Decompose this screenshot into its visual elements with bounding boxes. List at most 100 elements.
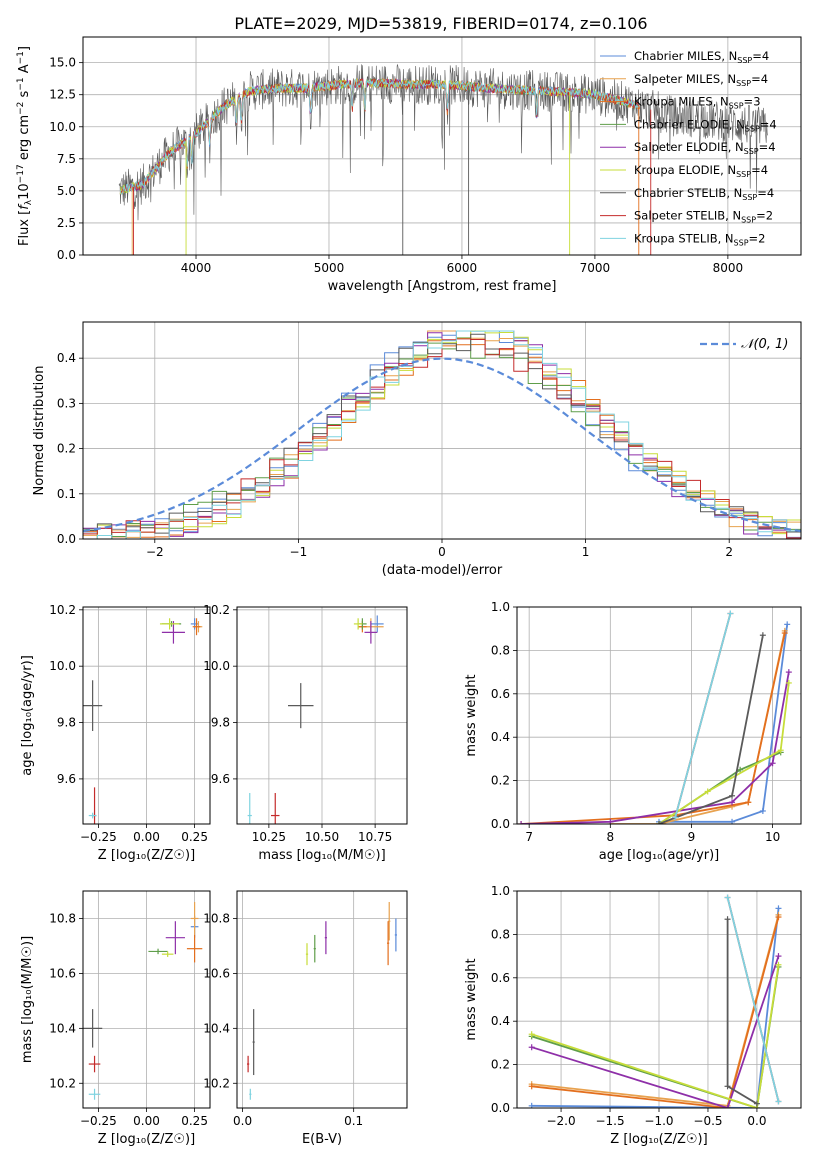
weight-vs-Z-frame	[516, 890, 802, 1109]
tick-label-x: 0.00	[133, 830, 160, 844]
tick-label-x: 0.0	[233, 1114, 252, 1128]
y-label-part: erg cm	[17, 115, 32, 164]
age-vs-Z-axes: −0.25 0.00 0.25 9.6 9.8 10.0 10.2 Z [log₁₀(Z/Z☉…	[20, 603, 210, 863]
weight-series	[531, 955, 780, 1108]
legend-label-eq: =	[760, 117, 770, 131]
tick-label-x: −0.25	[80, 830, 117, 844]
legend-label-ssp: SSP	[736, 79, 751, 88]
tick-label-y: 0.0	[491, 817, 510, 831]
tick-label-y: 10.6	[203, 966, 230, 980]
legend-label-value: 4	[761, 72, 768, 86]
figure-title: PLATE=2029, MJD=53819, FIBERID=0174, z=0…	[234, 14, 647, 33]
tick-label-x: 6000	[447, 261, 478, 275]
weight-series	[531, 966, 780, 1108]
tick-label-x: 7	[525, 830, 533, 844]
x-axis-label: E(B-V)	[302, 1132, 342, 1147]
y-axis-label: Flux [fλ10−17 erg cm−2 s−1 A−1]	[16, 46, 34, 246]
y-label-part: s	[17, 90, 32, 101]
y-label-part: −1	[16, 77, 26, 90]
legend-label-name: Kroupa MILES	[634, 95, 713, 109]
y-label-part: λ	[24, 199, 34, 205]
tick-label-y: 10.8	[49, 911, 76, 925]
spectrum-line	[119, 78, 640, 195]
tick-label-x: 10.25	[252, 830, 286, 844]
y-axis-label: age [log₁₀(age/yr)]	[20, 655, 35, 776]
legend-label-eq: =	[759, 140, 769, 154]
legend-label-normal: 𝒩(0, 1)	[741, 337, 788, 352]
legend-label: Salpeter ELODIE, NSSP=4	[634, 140, 776, 156]
histogram-series	[83, 330, 801, 539]
tick-label-y: 0.6	[491, 971, 510, 985]
spectrum-line	[119, 78, 636, 195]
tick-label-y: 10.2	[49, 603, 76, 617]
tick-label-x: 0.1	[344, 1114, 363, 1128]
weight-series	[726, 897, 780, 1102]
y-axis-label: mass weight	[464, 958, 479, 1040]
y-axis-label: mass weight	[464, 674, 479, 756]
legend-label-name: Chabrier MILES	[634, 49, 721, 63]
legend-label-n: , N	[729, 117, 745, 131]
legend-label: Chabrier ELODIE, NSSP=4	[634, 117, 777, 133]
weight-vs-age-frame	[516, 606, 802, 825]
legend-label-n: , N	[721, 49, 737, 63]
legend-label-eq: =	[756, 209, 766, 223]
legend-label-eq: =	[749, 231, 759, 245]
tick-label-y: 0.2	[491, 1058, 510, 1072]
legend-label-name: Salpeter ELODIE	[634, 140, 728, 154]
tick-label-y: 9.6	[211, 772, 230, 786]
tick-label-y: 10.4	[49, 1021, 76, 1035]
spectrum-line	[119, 78, 640, 195]
tick-label-y: 10.2	[203, 603, 230, 617]
weight-series	[531, 964, 780, 1108]
tick-label-x: 10.50	[305, 830, 339, 844]
tick-label-y: 0.6	[491, 687, 510, 701]
tick-label-x: 5000	[314, 261, 345, 275]
y-label-part: ]	[17, 46, 32, 51]
spectrum-frame	[82, 36, 802, 256]
y-label-part: −1	[16, 51, 26, 64]
spectrum-line	[119, 77, 640, 195]
tick-label-x: 2	[725, 545, 733, 559]
y-axis-label: Normed distribution	[32, 366, 47, 496]
legend-label-name: Chabrier STELIB	[634, 186, 726, 200]
legend-label-n: , N	[718, 231, 734, 245]
tick-label-y: 0.3	[57, 396, 76, 410]
tick-label-x: −2	[146, 545, 164, 559]
tick-label-y: 0.4	[491, 1014, 510, 1028]
tick-label-y: 0.1	[57, 487, 76, 501]
x-axis-label: mass [log₁₀(M/M☉)]	[258, 848, 385, 863]
tick-label-x: −1	[290, 545, 308, 559]
tick-label-y: 0.4	[57, 351, 76, 365]
legend-label-ssp: SSP	[736, 170, 751, 179]
legend-label-name: Salpeter STELIB	[634, 209, 725, 223]
y-label-part: −2	[16, 102, 26, 115]
tick-label-x: −2.0	[546, 1114, 575, 1128]
legend-label-n: , N	[720, 72, 736, 86]
tick-label-y: 15.0	[49, 56, 76, 70]
tick-label-x: 0.25	[181, 830, 208, 844]
legend-label-n: , N	[713, 95, 729, 109]
legend-label-eq: =	[752, 49, 762, 63]
tick-label-x: 0.25	[181, 1114, 208, 1128]
legend-label-ssp: SSP	[737, 56, 752, 65]
x-axis-label: Z [log₁₀(Z/Z☉)]	[98, 1132, 195, 1147]
tick-label-y: 9.8	[211, 716, 230, 730]
tick-label-x: 7000	[580, 261, 611, 275]
legend-label: Kroupa MILES, NSSP=3	[634, 95, 761, 111]
legend-label-ssp: SSP	[744, 147, 759, 156]
tick-label-x: 1	[582, 545, 590, 559]
tick-label-y: 10.6	[49, 966, 76, 980]
tick-label-x: 0.0	[747, 1114, 766, 1128]
x-axis-label: Z [log₁₀(Z/Z☉)]	[98, 848, 195, 863]
legend-label-n: , N	[720, 163, 736, 177]
tick-label-y: 10.2	[49, 1076, 76, 1090]
tick-label-y: 10.0	[49, 120, 76, 134]
tick-label-x: −0.25	[80, 1114, 117, 1128]
mass-vs-Z-axes: −0.25 0.00 0.25 10.2 10.4 10.6 10.8 Z [log₁₀(Z/…	[20, 891, 210, 1147]
tick-label-y: 0.8	[491, 927, 510, 941]
x-axis-label: (data-model)/error	[382, 563, 503, 578]
legend-label-value: 4	[761, 163, 768, 177]
tick-label-y: 0.0	[57, 532, 76, 546]
x-axis-label: age [log₁₀(age/yr)]	[599, 848, 720, 863]
tick-label-y: 10.8	[203, 911, 230, 925]
